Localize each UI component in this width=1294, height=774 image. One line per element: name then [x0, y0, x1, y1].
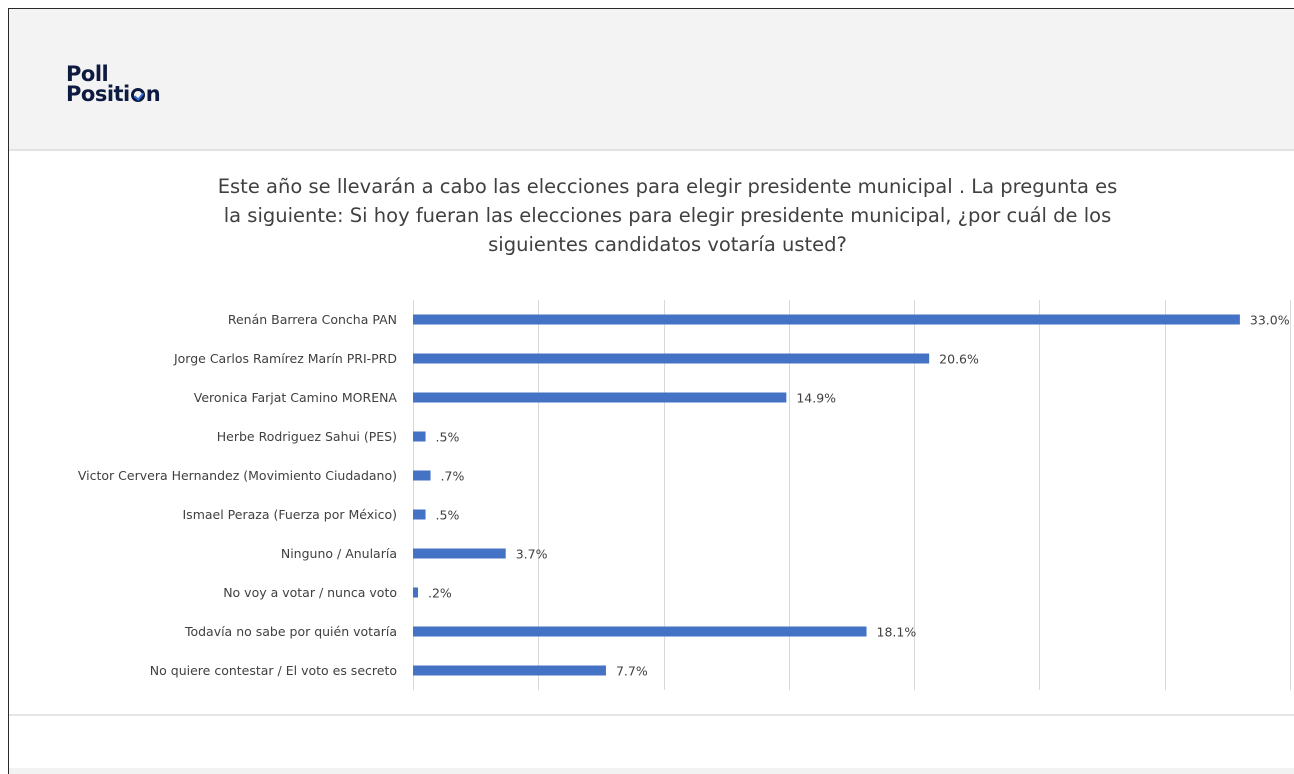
data-label: 3.7% — [516, 547, 548, 562]
bar — [413, 665, 606, 676]
checkmark-o-icon — [130, 88, 145, 102]
logo-line-1: Poll — [66, 62, 109, 86]
bar — [413, 470, 431, 481]
data-label: 7.7% — [616, 664, 648, 679]
category-label: No voy a votar / nunca voto — [223, 585, 397, 600]
category-label: Ninguno / Anularía — [281, 546, 397, 561]
data-label: .5% — [436, 508, 460, 523]
data-label: 14.9% — [796, 391, 836, 406]
bar — [413, 626, 867, 637]
logo-line-2: Positi n — [66, 82, 161, 106]
data-label: 18.1% — [877, 625, 917, 640]
category-label: Jorge Carlos Ramírez Marín PRI-PRD — [173, 351, 397, 366]
data-label: 33.0% — [1250, 313, 1290, 328]
logo-text-end: n — [145, 82, 161, 106]
chart-title-line-3: siguientes candidatos votaría usted? — [488, 233, 847, 256]
category-label: Herbe Rodriguez Sahui (PES) — [217, 429, 397, 444]
data-label: .5% — [436, 430, 460, 445]
poll-position-logo: Poll Positi n — [66, 62, 161, 106]
chart-title-line-2: la siguiente: Si hoy fueran las eleccion… — [223, 204, 1112, 227]
chart-panel — [12, 152, 1294, 715]
bar — [413, 548, 506, 559]
bar — [413, 431, 426, 442]
header-band — [9, 9, 1294, 149]
bar — [413, 587, 419, 598]
bar — [413, 353, 930, 364]
bar — [413, 509, 426, 520]
category-label: Victor Cervera Hernandez (Movimiento Ciu… — [78, 468, 397, 483]
data-label: 20.6% — [939, 352, 979, 367]
category-label: No quiere contestar / El voto es secreto — [150, 663, 397, 678]
category-label: Todavía no sabe por quién votaría — [184, 624, 397, 639]
chart-bottom-divider — [9, 714, 1294, 716]
header-divider — [9, 149, 1294, 151]
logo-text-start: Positi — [66, 82, 130, 106]
data-label: .7% — [441, 469, 465, 484]
chart-title-line-1: Este año se llevarán a cabo las eleccion… — [217, 175, 1118, 198]
bar — [413, 314, 1240, 325]
category-label: Renán Barrera Concha PAN — [228, 312, 397, 327]
category-label: Veronica Farjat Camino MORENA — [194, 390, 398, 405]
bar — [413, 392, 787, 403]
footer-band — [9, 768, 1294, 774]
data-label: .2% — [428, 586, 452, 601]
chart-title: Este año se llevarán a cabo las eleccion… — [150, 172, 1185, 259]
category-label: Ismael Peraza (Fuerza por México) — [183, 507, 398, 522]
